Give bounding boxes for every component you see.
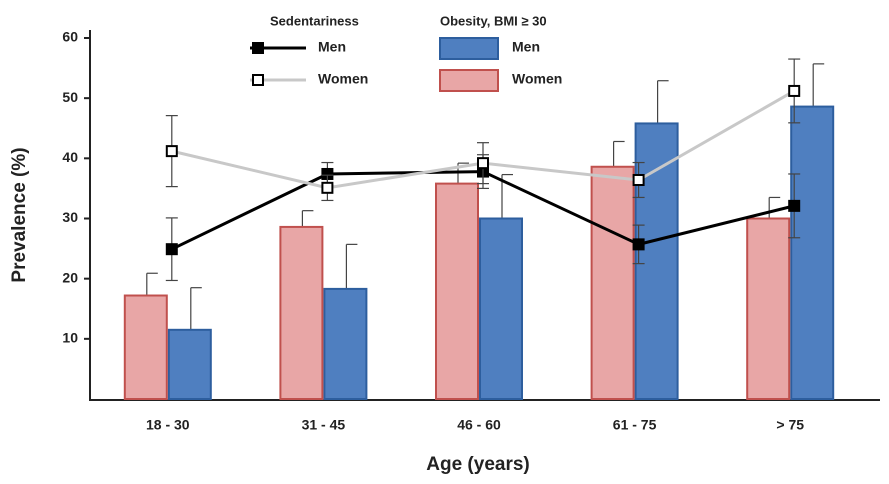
marker <box>165 243 178 256</box>
legend-label: Women <box>512 71 562 87</box>
x-tick-label: > 75 <box>776 417 804 433</box>
legend-title: Obesity, BMI ≥ 30 <box>440 13 547 28</box>
legend-label: Women <box>318 71 368 87</box>
bar <box>634 122 679 400</box>
marker <box>477 157 489 170</box>
legend-label: Men <box>318 39 346 55</box>
y-tick-label: 40 <box>62 149 78 165</box>
marker <box>632 238 645 251</box>
marker <box>788 84 801 97</box>
x-tick-label: 31 - 45 <box>302 417 346 433</box>
y-tick-label: 60 <box>62 29 78 45</box>
bar <box>167 328 212 400</box>
marker <box>321 181 334 194</box>
y-tick-label: 50 <box>62 89 78 105</box>
bar <box>790 105 835 400</box>
marker <box>788 199 801 212</box>
legend-title: Sedentariness <box>270 13 359 28</box>
x-tick-label: 61 - 75 <box>613 417 657 433</box>
bar <box>323 287 368 400</box>
bar <box>435 182 479 400</box>
x-tick-label: 46 - 60 <box>457 417 501 433</box>
y-tick-label: 30 <box>62 209 78 225</box>
x-tick-label: 18 - 30 <box>146 417 190 433</box>
y-tick-label: 20 <box>62 269 78 285</box>
y-axis-label: Prevalence (%) <box>9 147 30 282</box>
bar <box>479 217 523 400</box>
marker <box>165 145 178 158</box>
legend-marker <box>252 74 264 86</box>
legend-marker <box>252 42 264 54</box>
legend-swatch <box>439 69 499 92</box>
legend-label: Men <box>512 39 540 55</box>
y-tick-label: 10 <box>62 330 78 346</box>
marker <box>632 173 645 186</box>
bar <box>123 294 168 400</box>
bar <box>279 225 324 400</box>
bar <box>746 217 791 400</box>
bar <box>590 165 635 400</box>
x-axis-label: Age (years) <box>426 454 530 475</box>
legend-swatch <box>439 37 499 60</box>
